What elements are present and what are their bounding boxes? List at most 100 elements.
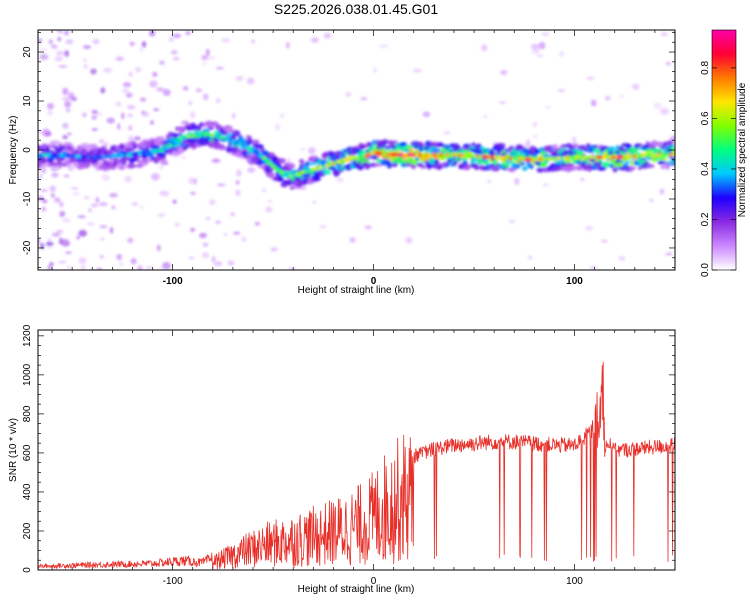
spectral-cell bbox=[91, 115, 98, 120]
spectral-cell bbox=[57, 37, 62, 42]
spectral-cell bbox=[379, 44, 389, 48]
spectral-cell bbox=[308, 147, 316, 155]
spectral-cell bbox=[234, 130, 241, 137]
y-tick-label: -10 bbox=[22, 191, 33, 206]
spectral-cell bbox=[46, 102, 55, 110]
spectral-cell bbox=[585, 225, 594, 231]
spectral-cell bbox=[62, 122, 69, 129]
spectral-cell bbox=[141, 41, 147, 48]
spectral-cell bbox=[129, 41, 134, 47]
spectral-cell bbox=[109, 226, 114, 234]
spectral-cell bbox=[612, 166, 618, 173]
spectral-cell bbox=[664, 163, 671, 170]
spectral-cell bbox=[156, 87, 165, 92]
colorbar-tick-label: 0.6 bbox=[700, 111, 711, 125]
spectral-cell bbox=[396, 159, 405, 164]
y-tick-label: 800 bbox=[22, 405, 33, 422]
spectral-cell bbox=[506, 159, 511, 164]
spectral-cell bbox=[137, 264, 143, 270]
spectral-cell bbox=[235, 75, 244, 82]
spectral-cell bbox=[63, 174, 70, 178]
colorbar-gradient bbox=[712, 30, 736, 270]
spectral-cell bbox=[405, 236, 413, 244]
spectral-cell bbox=[215, 66, 224, 70]
spectral-cell bbox=[202, 93, 209, 101]
spectral-cell bbox=[144, 157, 149, 164]
spectral-cell bbox=[72, 191, 81, 196]
spectral-cell bbox=[202, 128, 210, 132]
spectral-cell bbox=[149, 30, 156, 37]
spectral-cell bbox=[217, 183, 226, 187]
spectral-cell bbox=[188, 100, 192, 106]
spectral-cell bbox=[136, 163, 144, 168]
spectral-cell bbox=[62, 217, 71, 223]
spectral-cell bbox=[531, 48, 540, 55]
spectral-cell bbox=[364, 225, 372, 230]
spectral-cell bbox=[78, 229, 87, 237]
spectral-cell bbox=[137, 159, 142, 164]
spectral-cell bbox=[312, 200, 317, 204]
spectral-cell bbox=[38, 237, 41, 245]
spectral-cell bbox=[501, 163, 511, 168]
spectral-cell bbox=[41, 206, 46, 212]
spectral-cell bbox=[61, 240, 71, 247]
spectral-cell bbox=[38, 196, 44, 201]
spectral-cell bbox=[365, 163, 371, 170]
spectral-cell bbox=[671, 30, 675, 33]
spectral-cell bbox=[99, 202, 108, 207]
spectral-cell bbox=[150, 173, 160, 181]
spectral-cell bbox=[41, 166, 47, 174]
spectral-cell bbox=[400, 142, 408, 147]
spectral-cell bbox=[500, 69, 508, 76]
spectral-cell bbox=[381, 139, 389, 145]
spectral-cell bbox=[540, 161, 548, 168]
spectral-cell bbox=[38, 48, 48, 52]
spectral-cell bbox=[193, 177, 197, 185]
spectral-cell bbox=[601, 239, 608, 243]
y-tick-label: 10 bbox=[22, 95, 33, 107]
snr-x-label: Height of straight line (km) bbox=[298, 584, 415, 595]
spectral-cell bbox=[96, 267, 103, 270]
spectral-cell bbox=[557, 88, 566, 93]
spectrogram-x-axis: -100 0 100 bbox=[51, 30, 676, 287]
spectral-cell bbox=[189, 111, 196, 119]
spectral-cell bbox=[158, 166, 164, 169]
spectral-cell bbox=[498, 101, 506, 104]
spectral-cell bbox=[361, 159, 369, 163]
spectral-cell bbox=[190, 191, 196, 195]
spectral-cell bbox=[653, 102, 663, 110]
colorbar-tick-label: 0.2 bbox=[700, 212, 711, 226]
spectral-cell bbox=[42, 158, 47, 164]
spectral-cell bbox=[444, 144, 451, 151]
spectral-cell bbox=[54, 56, 63, 62]
spectral-cell bbox=[100, 87, 106, 94]
spectral-cell bbox=[99, 225, 108, 229]
spectral-cell bbox=[278, 158, 286, 164]
spectral-cell bbox=[180, 156, 186, 160]
spectral-cell bbox=[59, 210, 66, 218]
spectral-cell bbox=[287, 267, 296, 270]
spectral-cell bbox=[324, 170, 331, 175]
spectral-cell bbox=[38, 164, 42, 169]
spectral-cell bbox=[305, 161, 311, 167]
spectral-cell bbox=[254, 221, 261, 226]
spectral-cell bbox=[380, 159, 388, 166]
spectral-cell bbox=[135, 67, 142, 73]
spectral-cell bbox=[202, 242, 209, 247]
spectral-cell bbox=[532, 154, 538, 158]
y-tick-label: 1000 bbox=[22, 363, 33, 386]
spectral-cell bbox=[622, 160, 631, 164]
spectral-cell bbox=[122, 82, 132, 88]
spectral-cell bbox=[533, 134, 538, 138]
spectral-cell bbox=[45, 242, 54, 246]
spectral-cell bbox=[201, 54, 209, 61]
spectral-cell bbox=[209, 199, 216, 205]
spectral-cell bbox=[545, 106, 551, 110]
spectral-cell bbox=[250, 39, 256, 44]
spectral-cell bbox=[241, 236, 247, 242]
spectral-cell bbox=[553, 143, 558, 150]
spectral-cell bbox=[618, 256, 626, 261]
spectral-cell bbox=[117, 123, 121, 131]
spectral-cell bbox=[91, 109, 98, 114]
